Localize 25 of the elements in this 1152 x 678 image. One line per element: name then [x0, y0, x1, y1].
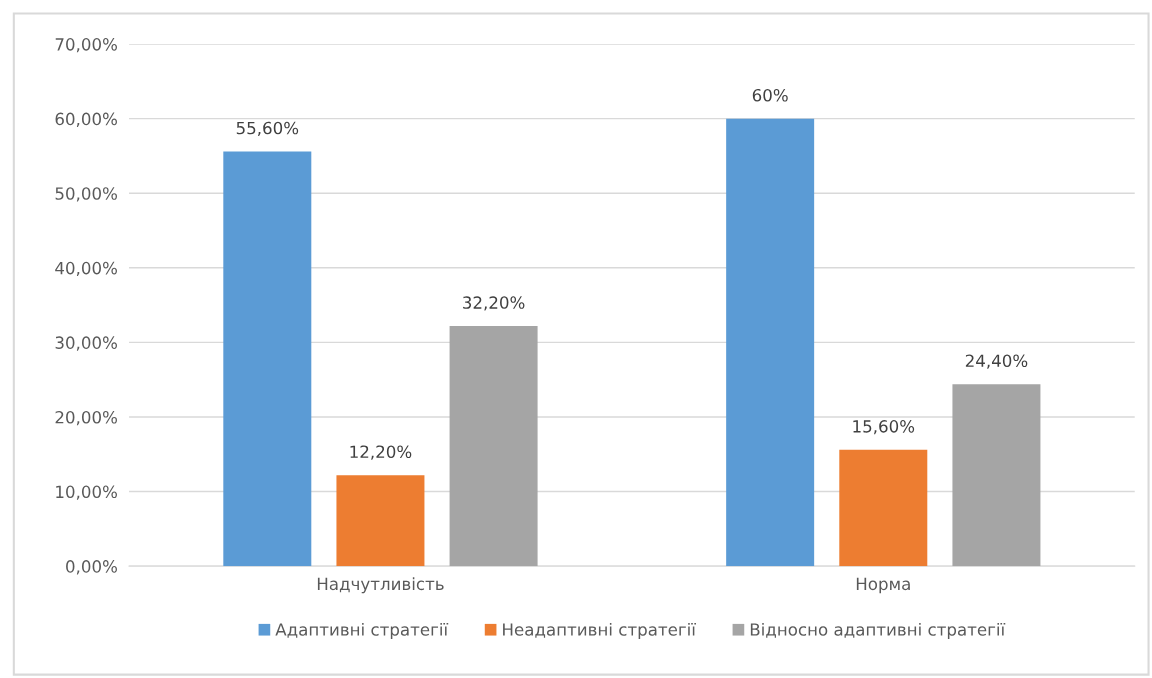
bar [952, 384, 1041, 567]
data-label: 32,20% [463, 296, 525, 311]
y-tick-label: 50,00% [55, 187, 117, 202]
data-label: 15,60% [853, 420, 915, 435]
data-label: 24,40% [965, 354, 1028, 369]
bar [726, 118, 815, 567]
y-tick-label: 70,00% [55, 38, 117, 53]
y-tick-label: 40,00% [55, 261, 117, 277]
bar [839, 449, 928, 567]
y-tick-label: 10,00% [56, 485, 117, 500]
legend-label: Відносно адаптивні стратегії [750, 622, 1006, 640]
legend-label: Неадаптивні стратегії [503, 622, 697, 640]
bar [449, 325, 538, 567]
y-tick-label: 20,00% [55, 410, 117, 426]
legend-label: Адаптивні стратегії [275, 622, 449, 640]
y-tick-label: 0,00% [66, 560, 117, 575]
data-label: 12,20% [350, 445, 412, 460]
x-tick-label: Надчутливість [317, 577, 444, 594]
data-label: 55,60% [236, 121, 299, 137]
bar [223, 151, 312, 567]
x-tick-label: Норма [856, 577, 910, 594]
y-tick-label: 60,00% [55, 112, 117, 127]
data-label: 60% [752, 88, 788, 102]
bar [336, 475, 425, 567]
y-tick-label: 30,00% [55, 336, 117, 351]
